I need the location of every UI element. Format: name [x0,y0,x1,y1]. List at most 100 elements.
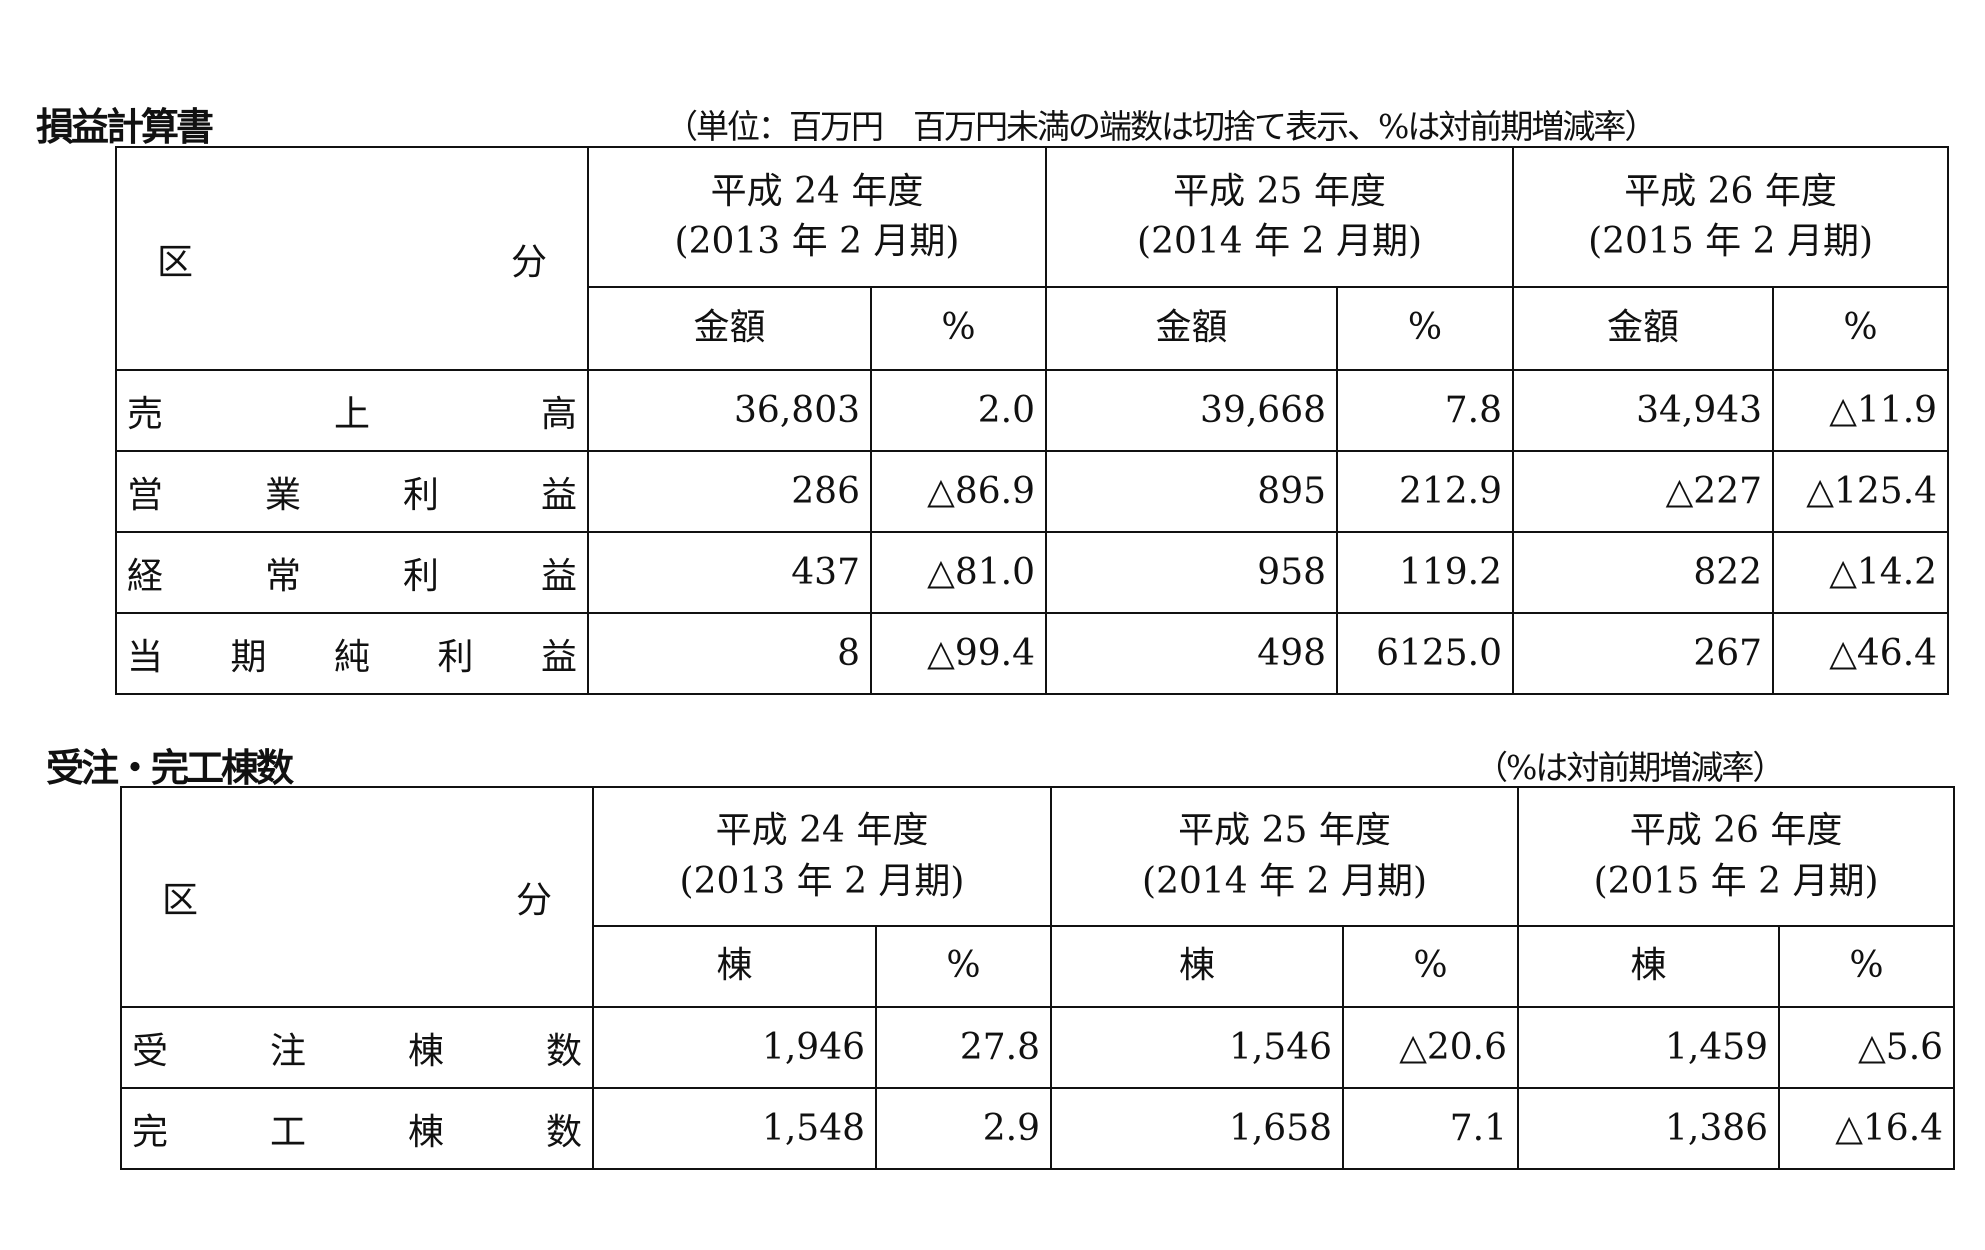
percent-cell: 7.1 [1342,1087,1520,1170]
value-cell: 36,803 [587,369,872,452]
row-label-char: 利 [402,474,439,516]
sub-header-amount: 金額 [1045,286,1339,371]
period-header: 平成 24 年度 (2013 年 2 月期) [591,786,1053,927]
percent-cell: 119.2 [1336,531,1515,614]
percent-cell: △5.6 [1778,1006,1956,1089]
percent-cell: △16.4 [1778,1087,1956,1170]
orders-completions-table: 区分平成 24 年度 (2013 年 2 月期) 平成 25 年度 (2014 年 2… [120,786,1956,1170]
category-header: 区分 [115,146,589,371]
income-statement-table: 区分平成 24 年度 (2013 年 2 月期) 平成 25 年度 (2014 年 2… [115,146,1950,695]
row-label-char: 益 [540,474,577,516]
value-cell: 1,658 [1050,1087,1345,1170]
period-term: (2014 年 2 月期) [1137,221,1422,262]
value-cell: 1,548 [592,1087,877,1170]
sub-header-percent: % [1772,286,1950,371]
orders-note: （%は対前期増減率） [1475,748,1785,787]
percent-cell: △46.4 [1772,612,1950,695]
value-cell: 1,386 [1517,1087,1781,1170]
percent-cell: △86.9 [869,450,1048,533]
table-row: 売 上 高 36,803 2.0 39,668 7.8 34,943 △11.9 [115,369,1950,452]
sub-header-amount: 棟 [1517,925,1781,1008]
sub-header-percent: % [1342,925,1520,1008]
percent-cell: △11.9 [1772,369,1950,452]
percent-cell: △99.4 [869,612,1048,695]
value-cell: 267 [1512,612,1775,695]
value-cell: 39,668 [1045,369,1339,452]
period-header: 平成 25 年度 (2014 年 2 月期) [1045,146,1515,288]
table-row: 経 常 利 益 437 △81.0 958 119.2 822 △14.2 [115,531,1950,614]
period-year: 平成 25 年度 [1173,170,1386,212]
category-header-char: 区 [157,241,194,283]
period-term: (2015 年 2 月期) [1593,860,1879,902]
period-year: 平成 24 年度 [710,170,924,212]
value-cell: 8 [587,612,872,695]
value-cell: 822 [1512,531,1775,614]
percent-cell: 6125.0 [1336,612,1515,695]
period-year: 平成 25 年度 [1178,810,1391,852]
row-label-char: 営 [127,474,164,516]
row-label-char: 数 [545,1030,582,1072]
value-cell: 437 [587,531,872,614]
row-label-char: 業 [264,474,301,516]
percent-cell: 2.9 [874,1087,1053,1170]
row-label-char: 棟 [407,1111,444,1153]
row-label-char: 工 [269,1111,306,1153]
row-label: 受注棟数 [120,1006,594,1089]
sub-header-percent: % [869,286,1048,371]
period-header: 平成 25 年度 (2014 年 2 月期) [1050,786,1520,927]
category-header-char: 区 [162,880,199,921]
row-label-char: 売 [127,393,164,435]
value-cell: 1,946 [592,1006,877,1089]
table-row: 完 工 棟 数 1,548 2.9 1,658 7.1 1,386 △16.4 [120,1087,1956,1170]
value-cell: 34,943 [1512,369,1775,452]
row-label: 売上高 [115,369,589,452]
table-row: 受 注 棟 数 1,946 27.8 1,546 △20.6 1,459 △5.6 [120,1006,1956,1089]
row-label-char: 数 [545,1111,582,1153]
value-cell: 1,459 [1517,1006,1781,1089]
percent-cell: 7.8 [1336,369,1515,452]
row-label-char: 上 [333,393,370,435]
category-header: 区分 [120,786,594,1008]
row-label-char: 棟 [407,1030,444,1072]
category-header-char: 分 [510,241,547,283]
period-year: 平成 26 年度 [1629,810,1843,852]
percent-cell: 27.8 [874,1006,1053,1089]
percent-cell: △14.2 [1772,531,1950,614]
row-label-char: 完 [132,1111,169,1153]
sub-header-amount: 棟 [1050,925,1345,1008]
row-label-char: 利 [437,636,474,678]
sub-header-amount: 棟 [592,925,877,1008]
row-label-char: 純 [333,636,370,678]
value-cell: 895 [1045,450,1339,533]
table-row: 当 期 純 利 益 8 △99.4 498 6125.0 267 △46.4 [115,612,1950,695]
percent-cell: △125.4 [1772,450,1950,533]
value-cell: 1,546 [1050,1006,1345,1089]
percent-cell: △20.6 [1342,1006,1520,1089]
row-label-char: 益 [540,555,577,597]
sub-header-percent: % [874,925,1053,1008]
period-header: 平成 24 年度 (2013 年 2 月期) [586,146,1048,288]
row-label-char: 期 [230,636,267,678]
sub-header-percent: % [1336,286,1515,371]
period-term: (2014 年 2 月期) [1142,860,1427,902]
row-label: 経常利益 [115,531,589,614]
row-label: 完工棟数 [120,1087,594,1170]
sub-header-amount: 金額 [1512,286,1775,371]
row-label-char: 注 [269,1030,306,1072]
percent-cell: △81.0 [869,531,1048,614]
row-label-char: 高 [540,393,577,435]
pl-unit-note: （単位：百万円 百万円未満の端数は切捨て表示、%は対前期増減率） [665,107,1657,146]
value-cell: 958 [1045,531,1339,614]
row-label-char: 益 [540,636,577,678]
row-label-char: 利 [402,555,439,597]
category-header-char: 分 [515,880,552,921]
period-header: 平成 26 年度 (2015 年 2 月期) [1512,146,1950,288]
row-label-char: 常 [264,555,301,597]
period-term: (2013 年 2 月期) [679,860,965,902]
row-label-char: 経 [127,555,164,597]
orders-title: 受注・完工棟数 [46,746,294,790]
period-term: (2015 年 2 月期) [1588,221,1874,262]
pl-title: 損益計算書 [36,105,214,149]
row-label: 営業利益 [115,450,589,533]
sub-header-percent: % [1778,925,1956,1008]
